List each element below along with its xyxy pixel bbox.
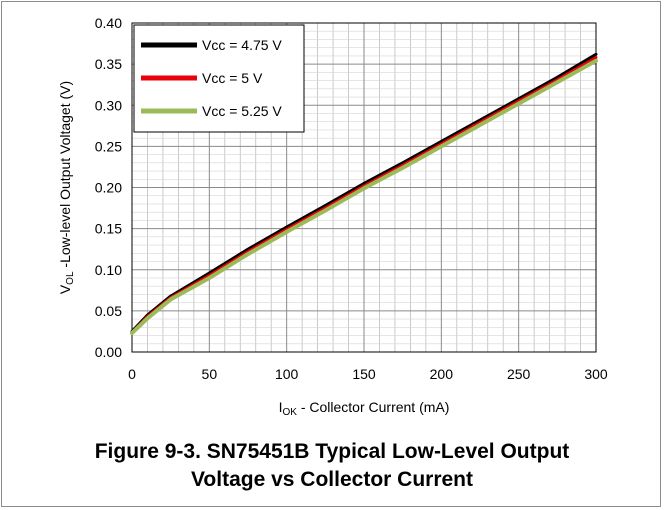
y-axis-label-subscript: OL bbox=[65, 271, 76, 285]
x-tick-label: 200 bbox=[430, 366, 454, 382]
series-lines bbox=[130, 52, 598, 336]
y-axis-ticks: 0.00 0.05 0.10 0.15 0.20 0.25 0.30 0.35 0.40 bbox=[95, 15, 122, 360]
x-axis-label-rest: - Collector Current (mA) bbox=[297, 399, 449, 415]
figure-caption: Figure 9-3. SN75451B Typical Low-Level O… bbox=[0, 438, 664, 494]
x-tick-label: 100 bbox=[275, 366, 299, 382]
y-tick-label: 0.20 bbox=[95, 180, 122, 196]
series-line-3 bbox=[130, 58, 598, 336]
y-tick-label: 0.15 bbox=[95, 221, 122, 237]
x-tick-label: 250 bbox=[507, 366, 531, 382]
y-tick-label: 0.10 bbox=[95, 262, 122, 278]
y-tick-label: 0.25 bbox=[95, 138, 122, 154]
x-axis-label: IOK - Collector Current (mA) bbox=[279, 399, 450, 418]
x-axis-label-main: I bbox=[279, 399, 283, 415]
y-axis-label-main: V bbox=[57, 284, 73, 294]
legend-entry-label: Vcc = 4.75 V bbox=[202, 37, 282, 53]
y-tick-label: 0.35 bbox=[95, 56, 122, 72]
legend-entry-label: Vcc = 5 V bbox=[202, 70, 263, 86]
x-tick-label: 300 bbox=[584, 366, 608, 382]
x-axis-label-subscript: OK bbox=[282, 407, 297, 418]
caption-line-2: Voltage vs Collector Current bbox=[190, 468, 473, 491]
y-axis-label: VOL -Low-level Output Voltaget (V) bbox=[57, 81, 76, 294]
y-tick-label: 0.05 bbox=[95, 303, 122, 319]
y-tick-label: 0.00 bbox=[95, 344, 122, 360]
x-tick-label: 0 bbox=[128, 366, 136, 382]
line-chart: 0.00 0.05 0.10 0.15 0.20 0.25 0.30 0.35 0.40 0 50… bbox=[57, 15, 608, 418]
y-tick-label: 0.40 bbox=[95, 15, 122, 31]
plot-border bbox=[131, 22, 597, 353]
legend: Vcc = 4.75 V Vcc = 5 V Vcc = 5.25 V bbox=[133, 24, 305, 133]
x-tick-label: 50 bbox=[202, 366, 218, 382]
y-axis-label-rest: -Low-level Output Voltaget (V) bbox=[57, 81, 73, 272]
caption-line-1: Figure 9-3. SN75451B Typical Low-Level O… bbox=[94, 440, 570, 463]
y-tick-label: 0.30 bbox=[95, 97, 122, 113]
series-line-1 bbox=[130, 52, 598, 333]
legend-entry-label: Vcc = 5.25 V bbox=[202, 103, 282, 119]
x-axis-ticks: 0 50 100 150 200 250 300 bbox=[128, 366, 608, 382]
x-tick-label: 150 bbox=[352, 366, 376, 382]
